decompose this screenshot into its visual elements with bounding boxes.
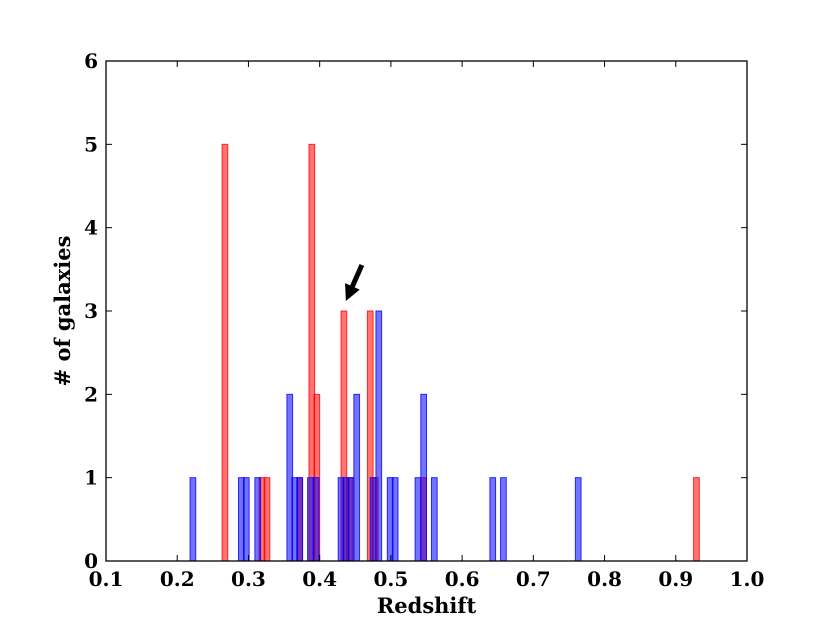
arrow-head (345, 283, 360, 301)
y-tick-label: 0 (84, 549, 98, 573)
y-tick-label: 6 (84, 49, 98, 73)
histogram-bar (420, 393, 427, 562)
histogram-bar (353, 393, 361, 562)
y-tick-label: 5 (84, 132, 98, 156)
annotation-layer (345, 263, 365, 301)
y-tick-label: 2 (84, 382, 98, 406)
histogram-bar (296, 477, 304, 562)
x-tick-label: 0.9 (658, 567, 693, 591)
histogram-bar (391, 477, 399, 562)
histogram-bar (347, 477, 355, 562)
x-tick-label: 0.2 (160, 567, 195, 591)
histogram-bar (500, 477, 507, 562)
x-tick-label: 0.7 (516, 567, 551, 591)
ticks-layer: 0.1 0.2 0.3 0.4 0.5 0.6 0.7 0.8 0.9 1.0 0 1 2 3 4 5 6 (84, 49, 764, 591)
histogram-bar (430, 477, 438, 562)
histogram-bar (375, 310, 383, 562)
histogram-bar (189, 477, 197, 562)
y-tick-label: 1 (84, 466, 98, 490)
x-tick-label: 0.1 (89, 567, 124, 591)
histogram-bar (489, 477, 497, 562)
y-axis-label: # of galaxies (50, 236, 75, 387)
histogram-bar (221, 143, 229, 562)
histogram-bar (574, 477, 582, 562)
histogram-bar (414, 477, 422, 562)
x-axis-label: Redshift (377, 593, 477, 618)
histogram-bar (307, 477, 314, 562)
y-tick-label: 4 (84, 216, 98, 240)
histogram-bar (312, 477, 320, 562)
bars-layer (189, 143, 700, 562)
y-tick-label: 3 (84, 299, 98, 323)
arrow-shaft (349, 263, 365, 290)
x-tick-label: 0.3 (231, 567, 266, 591)
histogram-bar (263, 477, 271, 562)
x-tick-label: 0.5 (373, 567, 408, 591)
x-tick-label: 1.0 (730, 567, 765, 591)
x-tick-label: 0.4 (302, 567, 337, 591)
histogram-bar (242, 477, 250, 562)
histogram-bar (369, 477, 377, 562)
x-tick-label: 0.8 (587, 567, 622, 591)
x-tick-label: 0.6 (445, 567, 480, 591)
histogram-bar (693, 477, 700, 562)
histogram-bar (254, 477, 262, 562)
